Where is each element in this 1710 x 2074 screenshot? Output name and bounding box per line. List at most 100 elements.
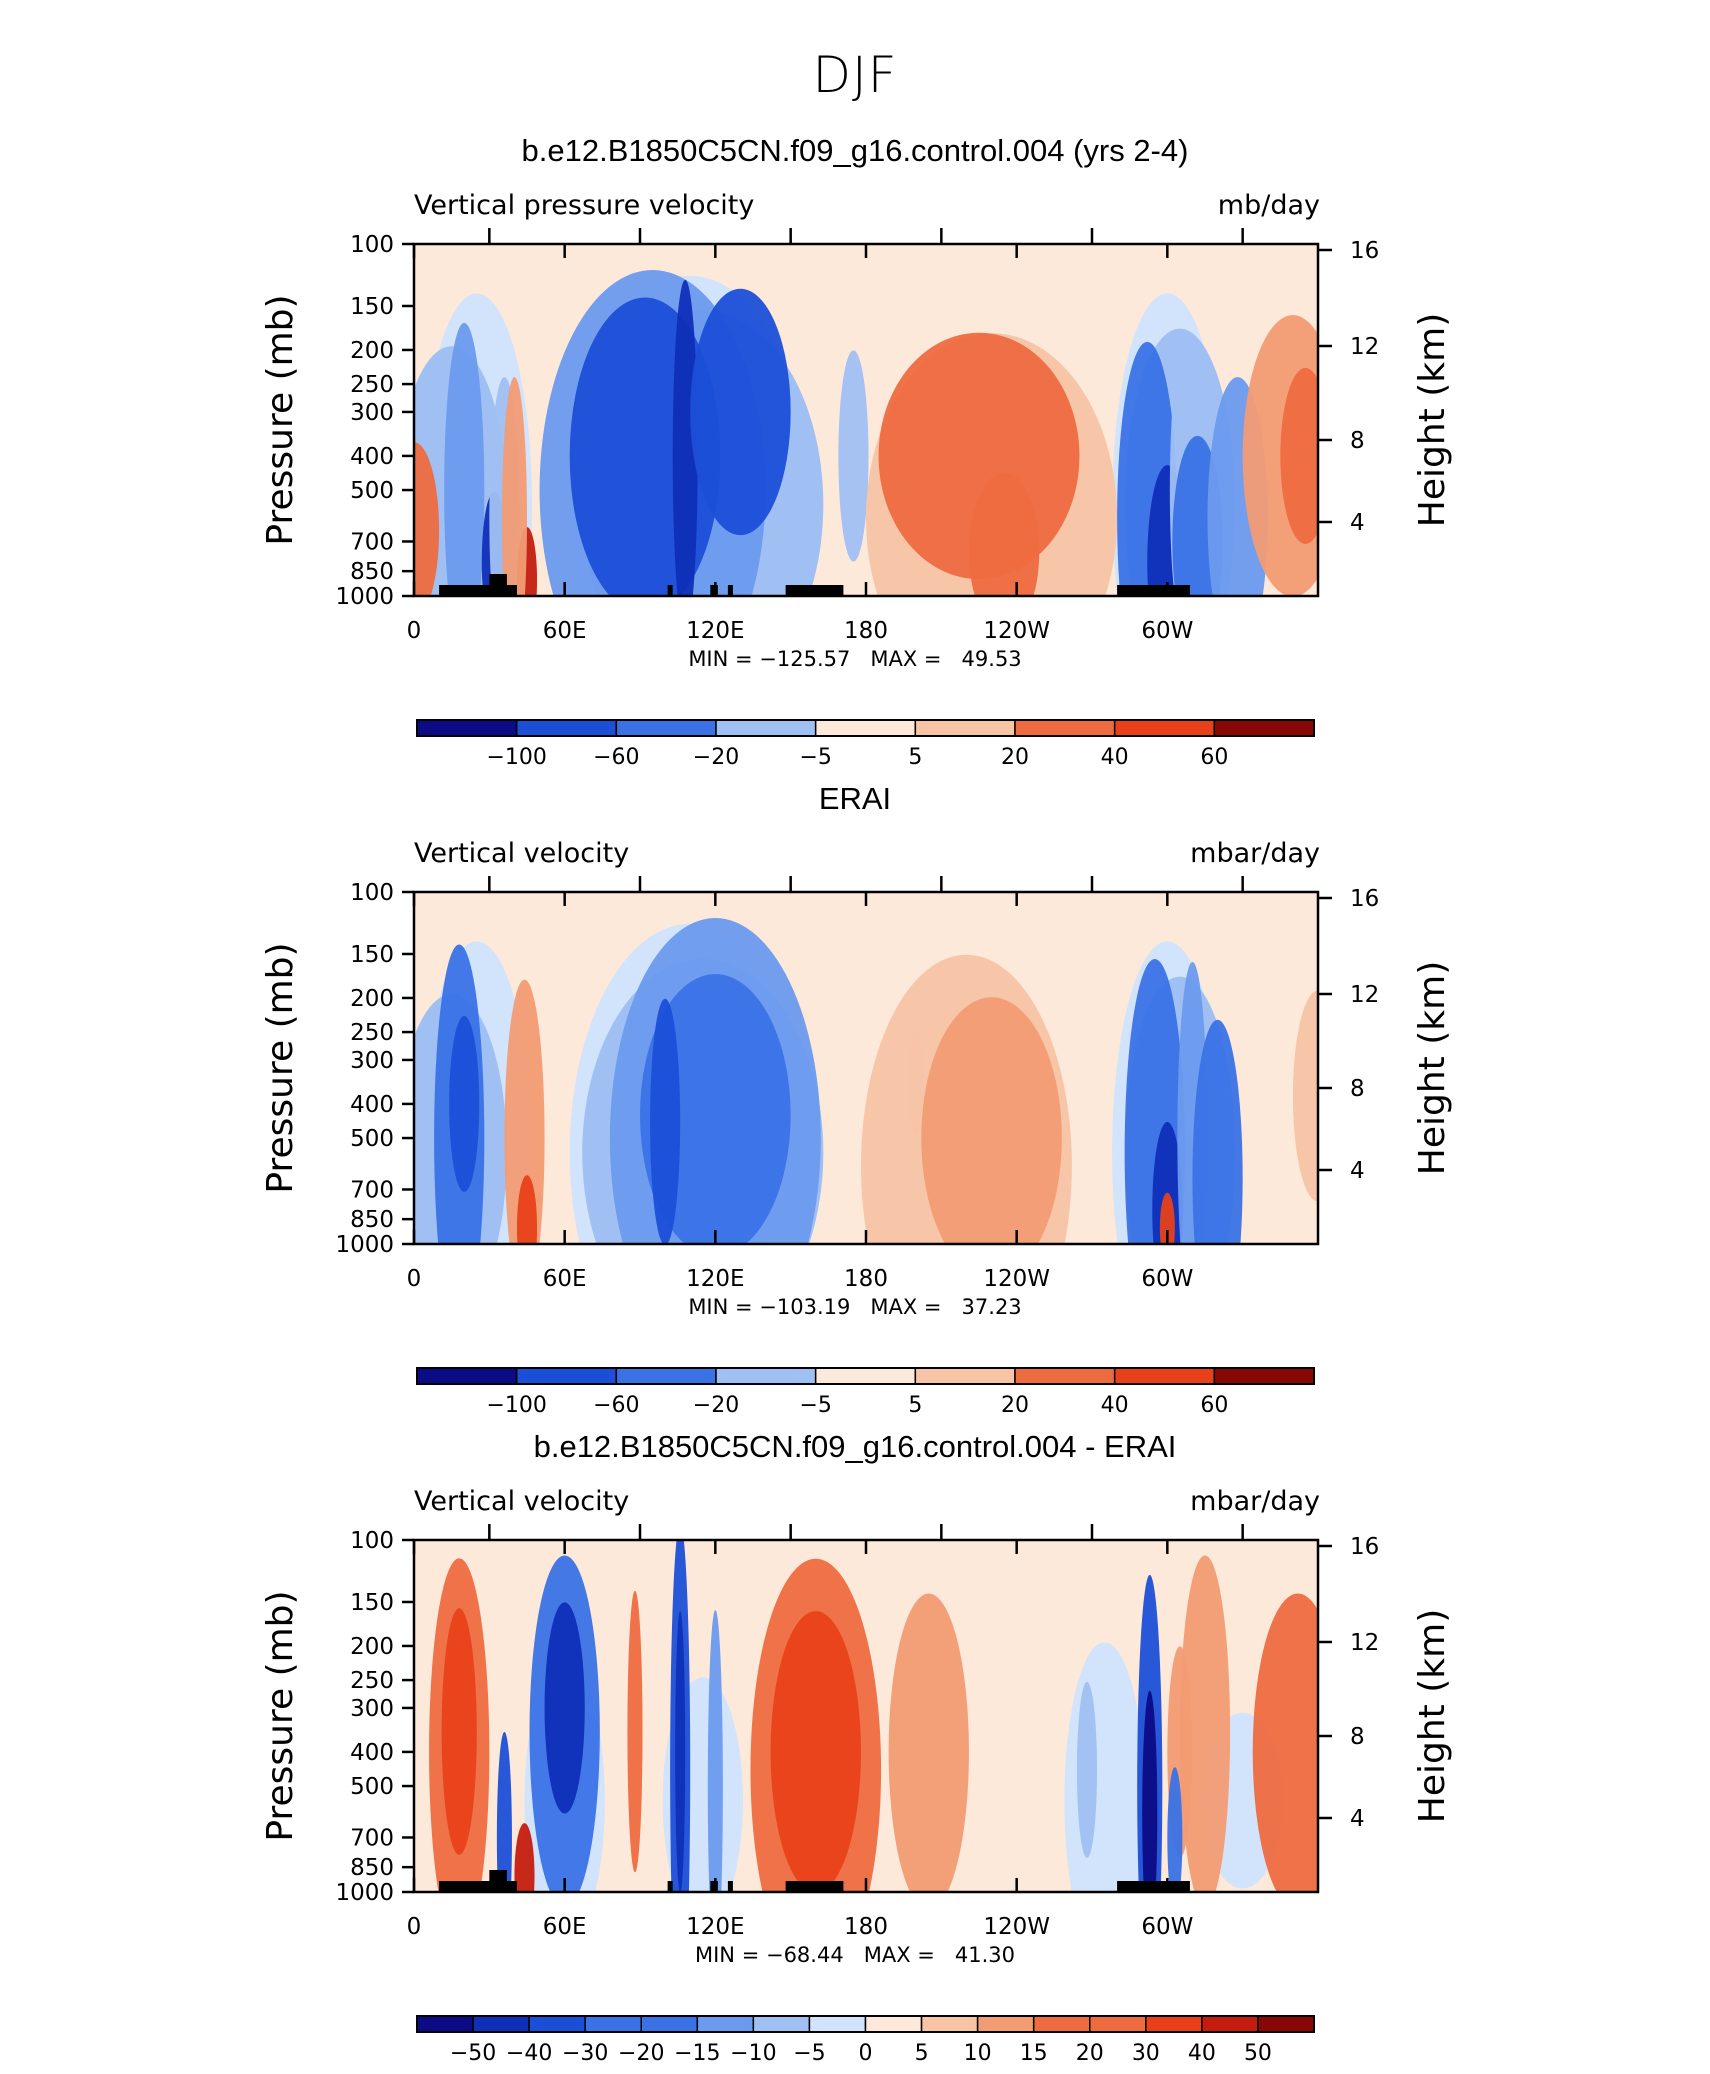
topography-mask — [710, 585, 718, 596]
y-right-axis-title: Height (km) — [1412, 313, 1453, 527]
colorbar-swatch — [1213, 1367, 1315, 1385]
x-tick-label: 180 — [844, 1266, 888, 1292]
topography-mask — [667, 1881, 673, 1892]
contour-region — [1280, 367, 1318, 544]
y-right-tick-label: 8 — [1350, 1076, 1365, 1102]
x-tick-label: 120E — [686, 1266, 744, 1292]
x-tick-label: 120E — [686, 1914, 744, 1940]
colorbar-label: −10 — [730, 2041, 776, 2066]
y-tick-label: 1000 — [335, 1880, 394, 1906]
contour-region — [838, 350, 869, 562]
variable-label: Vertical pressure velocity — [414, 190, 754, 221]
colorbar-swatch — [1145, 2015, 1203, 2033]
contour-region — [650, 998, 681, 1244]
y-tick-label: 400 — [350, 444, 394, 470]
colorbar-swatch — [976, 2015, 1035, 2033]
colorbar-swatch — [1089, 2015, 1147, 2033]
colorbar-swatch — [416, 1367, 518, 1385]
contour-region — [504, 979, 545, 1244]
colorbar-swatch — [1014, 1367, 1116, 1385]
panel-title: b.e12.B1850C5CN.f09_g16.control.004 (yrs… — [522, 133, 1189, 168]
contour-region — [908, 1030, 924, 1137]
colorbar-swatch — [416, 2015, 474, 2033]
colorbar-label: 5 — [908, 1393, 922, 1418]
colorbar-label: −5 — [799, 1393, 831, 1418]
y-tick-label: 100 — [350, 1528, 394, 1554]
contour-region — [1152, 1121, 1183, 1244]
colorbar-swatch — [584, 2015, 642, 2033]
colorbar: −100 −60 −20 −5 5 20 40 60 — [416, 1367, 1315, 1418]
colorbar-label: 60 — [1200, 1393, 1228, 1418]
topography-mask — [1117, 1881, 1190, 1892]
units-label: mb/day — [1218, 190, 1320, 221]
colorbar-swatch — [814, 1367, 917, 1385]
colorbar-frame — [416, 719, 1315, 737]
x-tick-label: 0 — [407, 1266, 422, 1292]
colorbar-label: 20 — [1001, 1393, 1029, 1418]
y-tick-label: 150 — [350, 942, 394, 968]
colorbar-frame — [416, 1367, 1315, 1385]
colorbar-swatch — [1213, 719, 1315, 737]
contour-region — [627, 1590, 643, 1873]
contour-region — [888, 1593, 969, 1892]
y-tick-label: 850 — [350, 1855, 394, 1881]
contour-region — [449, 1015, 480, 1192]
y-right-tick-label: 8 — [1350, 428, 1365, 454]
x-tick-label: 60W — [1141, 1914, 1193, 1940]
colorbar-swatch — [752, 2015, 811, 2033]
topography-mask — [1117, 585, 1190, 596]
contour-region — [1179, 1555, 1231, 1892]
colorbar-label: −15 — [674, 2041, 720, 2066]
figure-title: DJF — [812, 46, 897, 104]
contour-region — [501, 377, 527, 596]
y-right-axis-title: Height (km) — [1412, 1609, 1453, 1823]
chart-panel-3: b.e12.B1850C5CN.f09_g16.control.004 - ER… — [260, 1429, 1453, 2066]
colorbar-label: 15 — [1020, 2041, 1048, 2066]
colorbar: −50 −40 −30 −20 −15 −10 −5 0 5 10 15 20 30 40 50 — [416, 2015, 1315, 2066]
colorbar-label: −5 — [793, 2041, 825, 2066]
contour-region — [1252, 1593, 1318, 1892]
colorbar-label: −60 — [593, 1393, 639, 1418]
y-tick-label: 700 — [350, 1825, 394, 1851]
colorbar-swatch — [1201, 2015, 1259, 2033]
min-max-stats: MIN = −68.44 MAX = 41.30 — [695, 1943, 1015, 1967]
colorbar-swatch — [1257, 2015, 1315, 2033]
y-axis-title: Pressure (mb) — [260, 942, 301, 1193]
y-tick-label: 100 — [350, 880, 394, 906]
base-region — [1064, 1642, 1145, 1892]
y-right-tick-label: 12 — [1350, 334, 1379, 360]
colorbar-label: 20 — [1076, 2041, 1104, 2066]
y-tick-label: 250 — [350, 1668, 394, 1694]
y-tick-label: 500 — [350, 478, 394, 504]
x-tick-label: 120W — [983, 1266, 1050, 1292]
colorbar-label: −40 — [506, 2041, 552, 2066]
y-tick-label: 1000 — [335, 584, 394, 610]
colorbar-label: 30 — [1132, 2041, 1160, 2066]
colorbar-swatch — [914, 1367, 1016, 1385]
contour-region — [1076, 1681, 1098, 1858]
y-tick-label: 300 — [350, 400, 394, 426]
y-tick-label: 200 — [350, 1634, 394, 1660]
colorbar-swatch — [715, 1367, 817, 1385]
contour-region — [441, 1608, 477, 1855]
y-tick-label: 700 — [350, 1177, 394, 1203]
contour-region — [414, 442, 440, 596]
variable-label: Vertical velocity — [414, 838, 629, 869]
y-tick-label: 1000 — [335, 1232, 394, 1258]
y-tick-label: 300 — [350, 1696, 394, 1722]
colorbar-label: 5 — [915, 2041, 929, 2066]
colorbar-label: −20 — [618, 2041, 664, 2066]
colorbar-swatch — [472, 2015, 530, 2033]
chart-panel-1: b.e12.B1850C5CN.f09_g16.control.004 (yrs… — [260, 133, 1453, 770]
x-tick-label: 180 — [844, 618, 888, 644]
colorbar-label: −30 — [562, 2041, 608, 2066]
x-tick-label: 120E — [686, 618, 744, 644]
topography-mask — [667, 585, 673, 596]
contour-region — [544, 1602, 585, 1814]
colorbar-swatch — [1113, 1367, 1216, 1385]
colorbar-label: −60 — [593, 745, 639, 770]
y-right-tick-label: 4 — [1350, 510, 1365, 536]
contour-region — [1192, 1019, 1243, 1244]
colorbar-label: 40 — [1188, 2041, 1216, 2066]
contour-region — [707, 1610, 723, 1892]
